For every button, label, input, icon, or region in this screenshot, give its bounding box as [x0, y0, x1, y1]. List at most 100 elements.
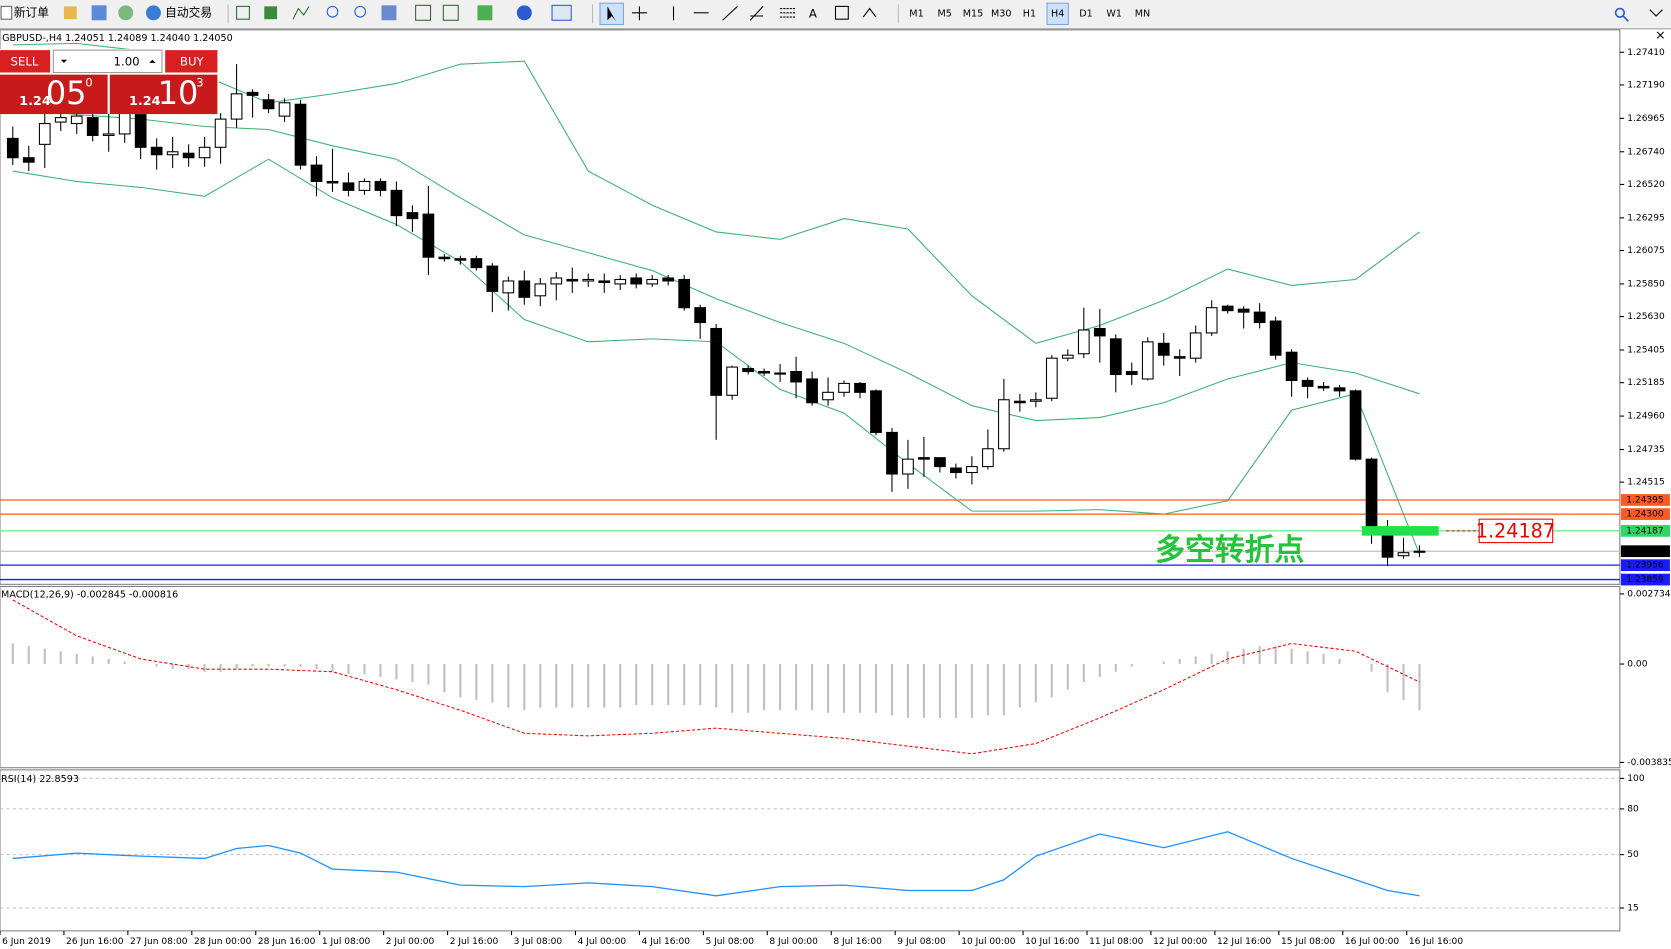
ask-box[interactable]: [109, 74, 218, 115]
text-tool-icon[interactable]: A: [809, 6, 817, 20]
icon[interactable]: [91, 5, 107, 21]
price-label: 1.23859: [1626, 575, 1664, 585]
candle-body: [390, 189, 403, 217]
candle-body: [1317, 385, 1330, 389]
crosshair-icon[interactable]: [631, 6, 647, 21]
icon[interactable]: [415, 4, 432, 21]
active-timeframe[interactable]: [1046, 2, 1069, 26]
buy-label: BUY: [180, 54, 205, 68]
candle-body: [550, 277, 563, 285]
candle-body: [806, 378, 818, 404]
rsi-header: RSI(14) 22.8593: [1, 774, 79, 785]
signal-line: [12, 599, 1420, 755]
timeframe-button[interactable]: W1: [1106, 8, 1122, 19]
turning-point-bar: [1361, 526, 1439, 536]
arrow-tool-icon[interactable]: [862, 7, 877, 18]
timeframe-button[interactable]: D1: [1079, 8, 1092, 19]
icon[interactable]: [477, 5, 493, 21]
timeframe-button[interactable]: H1: [1023, 8, 1036, 19]
timeframe-bar: M1 M5 M15 M30 H1 H4 D1 W1 MN: [909, 2, 1150, 26]
dropdown-icon[interactable]: [1649, 9, 1663, 17]
x-tick-label: 12 Jul 16:00: [1217, 937, 1271, 947]
timeframe-button[interactable]: M5: [938, 8, 952, 19]
x-tick-label: 27 Jun 08:00: [130, 937, 188, 947]
candle-body: [358, 180, 371, 191]
timeframe-button[interactable]: H4: [1051, 8, 1064, 19]
lot-input[interactable]: [52, 49, 163, 74]
search-icon[interactable]: [1614, 7, 1629, 22]
x-tick-label: 8 Jul 00:00: [769, 937, 818, 947]
candle-body: [758, 371, 770, 374]
channel-icon[interactable]: [749, 6, 764, 21]
candle-body: [470, 258, 483, 269]
icon[interactable]: [516, 5, 532, 21]
rsi-line: [12, 831, 1420, 897]
candle-body: [1413, 550, 1426, 553]
timeframe-button[interactable]: MN: [1135, 8, 1150, 19]
icon[interactable]: [442, 4, 459, 21]
x-tick-label: 15 Jul 08:00: [1281, 937, 1335, 947]
candle-body: [54, 117, 67, 123]
icon[interactable]: [381, 5, 397, 21]
candle-body: [1205, 307, 1218, 334]
candle-body: [1157, 342, 1170, 356]
candle-body: [998, 399, 1010, 450]
candle-body: [646, 278, 659, 285]
x-tick-label: 28 Jun 16:00: [258, 937, 316, 947]
x-tick-label: 26 Jun 16:00: [66, 937, 124, 947]
y-tick-label: -0.003835: [1627, 758, 1671, 768]
y-tick-label: 1.26075: [1627, 246, 1664, 256]
candle-body: [454, 258, 467, 261]
price-label-bg: [1620, 508, 1670, 520]
ask-point: 3: [196, 76, 203, 90]
bid-box[interactable]: [0, 74, 108, 115]
icon[interactable]: [326, 5, 339, 18]
icon[interactable]: [63, 6, 77, 20]
candle-body: [1093, 327, 1106, 337]
sell-button[interactable]: [0, 50, 51, 73]
candle-body: [1397, 552, 1410, 557]
x-tick-label: 5 Jul 08:00: [705, 937, 754, 947]
icon[interactable]: [292, 6, 310, 20]
candle-body: [662, 277, 675, 282]
candle-body: [982, 448, 994, 468]
icon[interactable]: [551, 4, 572, 21]
y-tick-label: 1.24960: [1627, 412, 1665, 422]
candle-body: [1141, 341, 1154, 380]
price-label-bg: [1620, 573, 1670, 586]
label-tool-icon[interactable]: [834, 5, 849, 20]
candle-body: [614, 278, 627, 285]
close-icon[interactable]: [1656, 31, 1664, 39]
timeframe-button[interactable]: M15: [963, 8, 983, 19]
y-tick-label: 1.25185: [1627, 378, 1664, 388]
candle-body: [1333, 387, 1346, 392]
candle-body: [822, 391, 834, 401]
turning-point-box: [1478, 518, 1554, 544]
timeframe-button[interactable]: M1: [909, 8, 923, 19]
auto-trading-button[interactable]: 自动交易: [145, 5, 212, 21]
turning-point-label: 1.24187: [1476, 519, 1555, 542]
candle-body: [1253, 311, 1266, 324]
fibo-icon[interactable]: [780, 7, 796, 18]
x-tick-label: 9 Jul 08:00: [897, 937, 946, 947]
candle-body: [966, 466, 978, 474]
y-tick-label: 50: [1627, 850, 1639, 860]
candle-body: [198, 146, 211, 159]
candle-body: [182, 152, 195, 159]
icon[interactable]: [118, 5, 134, 21]
new-order-button[interactable]: 新订单: [0, 5, 49, 20]
buy-button[interactable]: [165, 50, 218, 73]
x-tick-label: 1 Jul 08:00: [322, 937, 371, 947]
candle-body: [1189, 332, 1202, 359]
candle-body: [502, 280, 515, 294]
icon[interactable]: [236, 5, 250, 20]
x-tick-label: 4 Jul 00:00: [578, 937, 627, 947]
icon[interactable]: [264, 6, 278, 20]
icon[interactable]: [354, 5, 367, 18]
timeframe-button[interactable]: M30: [991, 8, 1011, 19]
y-tick-label: 1.26965: [1627, 114, 1664, 124]
trendline-icon[interactable]: [722, 6, 738, 21]
candle-body: [1061, 354, 1074, 359]
candle-body: [1237, 308, 1250, 313]
